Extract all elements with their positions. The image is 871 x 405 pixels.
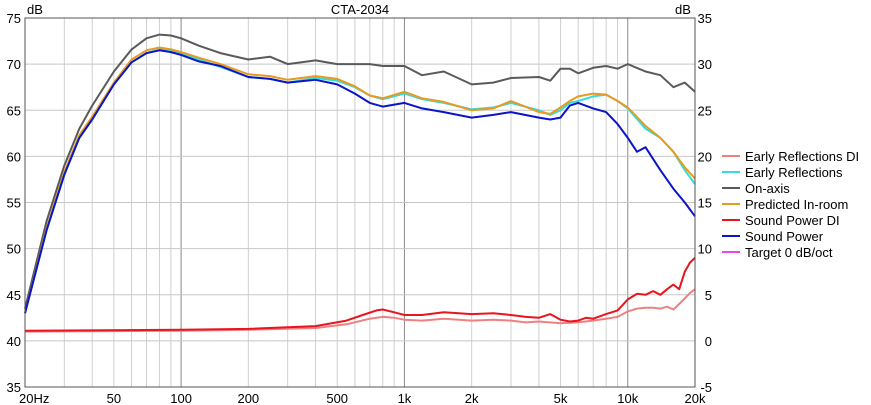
x-tick-label: 100 bbox=[170, 391, 192, 405]
y-right-tick-label: 35 bbox=[698, 11, 712, 26]
y-right-tick-label: 5 bbox=[705, 288, 712, 303]
series-line-sound-power bbox=[24, 49, 696, 314]
y-right-tick-label: 25 bbox=[698, 103, 712, 118]
legend-label-sound-power: Sound Power bbox=[745, 229, 824, 244]
y-right-tick-label: 30 bbox=[698, 57, 712, 72]
y-left-tick-label: 70 bbox=[7, 57, 21, 72]
plot-frame bbox=[24, 17, 696, 388]
series-line-on-axis bbox=[24, 33, 696, 309]
series-line-early-reflections-di bbox=[24, 288, 696, 333]
x-tick-label: 20Hz bbox=[19, 391, 49, 405]
x-tick-label: 5k bbox=[554, 391, 568, 405]
y-left-tick-label: 55 bbox=[7, 196, 21, 211]
x-tick-label: 500 bbox=[326, 391, 348, 405]
series-layer bbox=[24, 33, 696, 333]
y-left-tick-label: 45 bbox=[7, 288, 21, 303]
chart-title: CTA-2034 bbox=[331, 2, 389, 17]
y-left-unit-label: dB bbox=[27, 2, 43, 17]
legend-label-sound-power-di: Sound Power DI bbox=[745, 213, 840, 228]
y-right-tick-label: 15 bbox=[698, 196, 712, 211]
legend-label-predicted-in-room: Predicted In-room bbox=[745, 197, 848, 212]
y-right-tick-label: 10 bbox=[698, 242, 712, 257]
x-tick-label: 1k bbox=[398, 391, 412, 405]
y-left-tick-label: 50 bbox=[7, 242, 21, 257]
y-right-tick-label: -5 bbox=[700, 380, 712, 395]
x-tick-label: 20k bbox=[685, 391, 706, 405]
y-right-tick-label: 0 bbox=[705, 334, 712, 349]
y-left-tick-label: 35 bbox=[7, 380, 21, 395]
y-left-tick-label: 40 bbox=[7, 334, 21, 349]
y-left-tick-label: 75 bbox=[7, 11, 21, 26]
y-right-unit-label: dB bbox=[675, 2, 691, 17]
y-left-tick-label: 60 bbox=[7, 149, 21, 164]
series-line-sound-power-di bbox=[24, 257, 696, 332]
x-tick-label: 2k bbox=[465, 391, 479, 405]
legend-label-target-0-db-oct: Target 0 dB/oct bbox=[745, 245, 833, 260]
y-right-tick-label: 20 bbox=[698, 149, 712, 164]
legend-label-early-reflections-di: Early Reflections DI bbox=[745, 149, 859, 164]
series-line-predicted-in-room bbox=[24, 46, 696, 314]
x-tick-label: 10k bbox=[617, 391, 638, 405]
x-tick-label: 200 bbox=[237, 391, 259, 405]
x-tick-label: 50 bbox=[107, 391, 121, 405]
axis-ticks: 20Hz 50 100 200 500 1k 2k 5k 10k 20k7570656055504… bbox=[7, 11, 712, 405]
legend-label-early-reflections: Early Reflections bbox=[745, 165, 843, 180]
y-left-tick-label: 65 bbox=[7, 103, 21, 118]
legend-label-on-axis: On-axis bbox=[745, 181, 790, 196]
